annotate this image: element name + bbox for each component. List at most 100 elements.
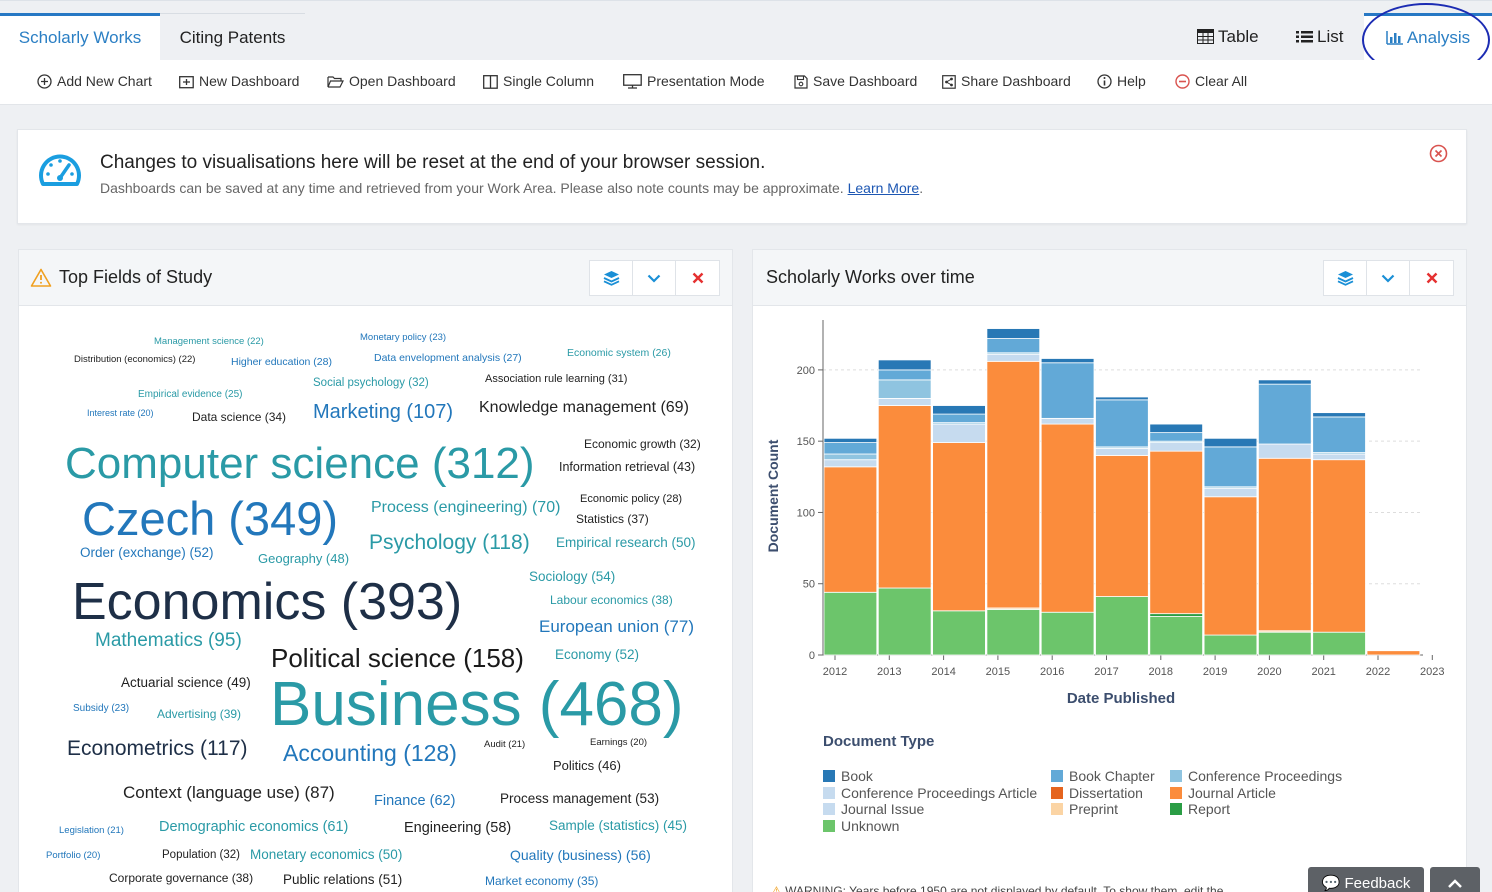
- legend-item[interactable]: Journal Article: [1170, 785, 1276, 801]
- single-column-button[interactable]: Single Column: [483, 73, 594, 89]
- field-of-study-term[interactable]: Economic growth (32): [584, 437, 701, 451]
- field-of-study-term[interactable]: Engineering (58): [404, 820, 512, 836]
- remove-chart-button[interactable]: [1410, 261, 1453, 295]
- field-of-study-term[interactable]: Subsidy (23): [73, 703, 130, 714]
- field-of-study-term[interactable]: Actuarial science (49): [121, 675, 251, 690]
- field-of-study-term[interactable]: Computer science (312): [65, 439, 535, 488]
- clear-all-button[interactable]: Clear All: [1175, 73, 1247, 89]
- field-of-study-term[interactable]: Political science (158): [271, 643, 524, 673]
- save-dashboard-button[interactable]: Save Dashboard: [794, 73, 917, 89]
- legend-item[interactable]: Unknown: [823, 818, 899, 834]
- legend-label: Dissertation: [1069, 784, 1143, 801]
- warning-icon: [30, 268, 52, 287]
- legend-item[interactable]: Conference Proceedings: [1170, 768, 1342, 784]
- share-dashboard-label: Share Dashboard: [961, 73, 1071, 89]
- remove-chart-button[interactable]: [676, 261, 719, 295]
- open-dashboard-button[interactable]: Open Dashboard: [327, 73, 456, 89]
- field-of-study-term[interactable]: Monetary economics (50): [250, 847, 403, 862]
- field-of-study-term[interactable]: Economy (52): [555, 647, 640, 662]
- field-of-study-term[interactable]: Public relations (51): [283, 872, 403, 887]
- bar-segment: [823, 442, 878, 455]
- field-of-study-term[interactable]: Association rule learning (31): [485, 373, 628, 385]
- presentation-mode-label: Presentation Mode: [647, 73, 765, 89]
- field-of-study-term[interactable]: Corporate governance (38): [109, 871, 254, 885]
- field-of-study-term[interactable]: Business (468): [270, 670, 684, 739]
- field-of-study-term[interactable]: Sociology (54): [529, 569, 616, 584]
- field-of-study-term[interactable]: Distribution (economics) (22): [74, 354, 196, 365]
- layers-button[interactable]: [590, 261, 633, 295]
- collapse-button[interactable]: [1367, 261, 1410, 295]
- field-of-study-term[interactable]: Data envelopment analysis (27): [374, 352, 522, 364]
- field-of-study-term[interactable]: Finance (62): [374, 793, 456, 809]
- field-of-study-term[interactable]: Order (exchange) (52): [80, 545, 214, 560]
- field-of-study-term[interactable]: Audit (21): [484, 739, 526, 750]
- view-table-button[interactable]: Table: [1197, 13, 1259, 61]
- bar-segment: [1149, 432, 1203, 442]
- banner-text: Dashboards can be saved at any time and …: [100, 180, 923, 196]
- field-of-study-term[interactable]: Knowledge management (69): [479, 399, 689, 416]
- feedback-button[interactable]: 💬 Feedback: [1308, 867, 1424, 892]
- field-of-study-term[interactable]: Management science (22): [154, 336, 264, 347]
- field-of-study-term[interactable]: Empirical research (50): [556, 535, 696, 550]
- layers-button[interactable]: [1324, 261, 1367, 295]
- field-of-study-term[interactable]: Monetary policy (23): [360, 332, 447, 343]
- bar-segment: [1149, 613, 1203, 617]
- legend-item[interactable]: Dissertation: [1051, 785, 1143, 801]
- field-of-study-term[interactable]: Portfolio (20): [46, 850, 101, 861]
- new-dashboard-button[interactable]: New Dashboard: [179, 73, 299, 89]
- field-of-study-term[interactable]: Interest rate (20): [87, 408, 154, 418]
- add-new-chart-button[interactable]: Add New Chart: [37, 73, 152, 89]
- field-of-study-term[interactable]: Economic policy (28): [580, 493, 683, 505]
- field-of-study-term[interactable]: Process (engineering) (70): [371, 499, 561, 516]
- field-of-study-term[interactable]: Mathematics (95): [95, 630, 242, 651]
- field-of-study-term[interactable]: Context (language use) (87): [123, 783, 335, 802]
- close-circle-icon[interactable]: [1429, 144, 1448, 163]
- field-of-study-term[interactable]: Quality (business) (56): [510, 847, 651, 863]
- list-icon: [1296, 31, 1313, 43]
- legend-item[interactable]: Preprint: [1051, 801, 1118, 817]
- field-of-study-term[interactable]: Economics (393): [72, 573, 463, 631]
- field-of-study-term[interactable]: Politics (46): [553, 758, 621, 773]
- field-of-study-term[interactable]: Earnings (20): [590, 737, 648, 748]
- field-of-study-term[interactable]: Higher education (28): [231, 356, 332, 368]
- scroll-top-button[interactable]: [1430, 867, 1480, 892]
- field-of-study-term[interactable]: European union (77): [539, 617, 695, 636]
- field-of-study-term[interactable]: Process management (53): [500, 791, 660, 806]
- legend-item[interactable]: Conference Proceedings Article: [823, 785, 1037, 801]
- field-of-study-term[interactable]: Demographic economics (61): [159, 819, 349, 835]
- field-of-study-term[interactable]: Geography (48): [258, 551, 350, 566]
- tab-citing-patents[interactable]: Citing Patents: [160, 13, 305, 61]
- field-of-study-term[interactable]: Accounting (128): [283, 740, 457, 766]
- bar-segment: [1149, 616, 1203, 656]
- help-button[interactable]: Help: [1097, 73, 1146, 89]
- bar-segment: [1095, 447, 1149, 456]
- share-dashboard-button[interactable]: Share Dashboard: [942, 73, 1071, 89]
- field-of-study-term[interactable]: Legislation (21): [59, 825, 124, 836]
- field-of-study-term[interactable]: Empirical evidence (25): [138, 389, 243, 400]
- presentation-mode-button[interactable]: Presentation Mode: [623, 73, 765, 89]
- field-of-study-term[interactable]: Economic system (26): [567, 347, 671, 359]
- field-of-study-term[interactable]: Population (32): [162, 849, 240, 861]
- legend-item[interactable]: Book Chapter: [1051, 768, 1155, 784]
- field-of-study-term[interactable]: Czech (349): [82, 492, 338, 545]
- view-list-button[interactable]: List: [1296, 13, 1343, 61]
- field-of-study-term[interactable]: Psychology (118): [369, 531, 530, 554]
- legend-item[interactable]: Book: [823, 768, 873, 784]
- field-of-study-term[interactable]: Statistics (37): [576, 512, 649, 526]
- legend-item[interactable]: Journal Issue: [823, 801, 924, 817]
- legend-item[interactable]: Report: [1170, 801, 1230, 817]
- collapse-button[interactable]: [633, 261, 676, 295]
- y-tick-label: 50: [803, 579, 815, 591]
- field-of-study-term[interactable]: Advertising (39): [157, 707, 242, 721]
- learn-more-link[interactable]: Learn More: [847, 180, 920, 196]
- field-of-study-term[interactable]: Social psychology (32): [313, 377, 429, 389]
- field-of-study-term[interactable]: Market economy (35): [485, 874, 599, 888]
- field-of-study-term[interactable]: Sample (statistics) (45): [549, 818, 688, 833]
- field-of-study-term[interactable]: Marketing (107): [313, 401, 454, 423]
- field-of-study-term[interactable]: Labour economics (38): [550, 593, 673, 607]
- field-of-study-term[interactable]: Data science (34): [192, 410, 287, 424]
- tab-scholarly-works[interactable]: Scholarly Works: [0, 13, 160, 61]
- field-of-study-term[interactable]: Econometrics (117): [67, 737, 248, 760]
- bar-segment: [1203, 487, 1258, 498]
- field-of-study-term[interactable]: Information retrieval (43): [559, 460, 696, 474]
